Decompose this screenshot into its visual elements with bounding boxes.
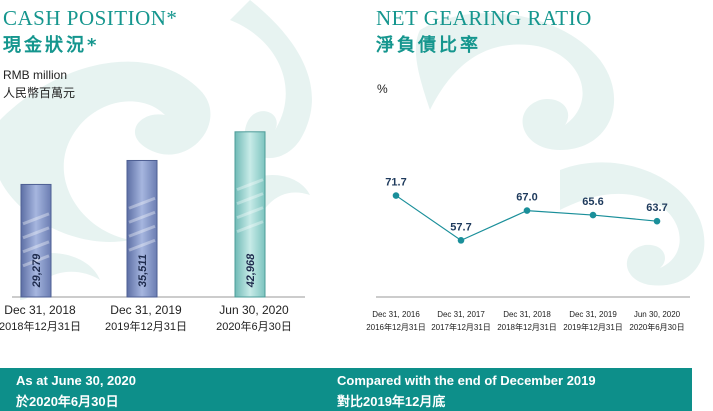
bar-data-label: 35,511 [137,253,149,288]
gearing-data-label: 71.7 [385,177,406,189]
footer-right-en: Compared with the end of December 2019 [337,373,596,388]
bar [20,183,52,298]
gearing-point [653,217,661,225]
bar [234,131,266,298]
footer-right-zh: 對比2019年12月底 [337,394,446,409]
bar-texture [236,178,264,192]
cash-position-title: CASH POSITION* [3,6,178,30]
bar-category-label: Dec 31, 2018 [4,303,76,317]
bar-category-label-zh: 2020年6月30日 [216,319,292,333]
gearing-category-label: Dec 31, 2018 [503,310,551,319]
gearing-point [589,211,597,219]
bar-data-label: 42,968 [245,253,257,288]
bar [126,159,158,298]
gearing-data-label: 67.0 [516,192,537,204]
bar-texture [22,254,50,268]
gearing-category-label: Jun 30, 2020 [634,310,681,319]
gearing-point [457,237,465,244]
bar-data-label: 29,279 [31,253,43,288]
gearing-category-label: Dec 31, 2019 [569,310,617,319]
gearing-category-label-zh: 2018年12月31日 [497,322,557,332]
footer-left-en: As at June 30, 2020 [16,373,136,388]
gearing-data-label: 65.6 [582,196,603,208]
bar-texture [128,224,156,238]
gearing-category-label-zh: 2019年12月31日 [563,322,623,332]
bar-texture [236,192,264,206]
gearing-category-label: Dec 31, 2017 [437,310,485,319]
footer-banner: As at June 30, 2020 於2020年6月30日 Compared… [0,368,692,411]
bar-texture [236,220,264,234]
bar-texture [22,226,50,240]
bar-texture [22,240,50,254]
gearing-category-label-zh: 2020年6月30日 [629,322,684,332]
bar-texture [128,238,156,252]
cash-unit-label: RMB million [3,68,68,82]
footer-left-zh: 於2020年6月30日 [16,394,119,409]
cash-unit-label-zh: 人民幣百萬元 [3,86,76,100]
bar-category-label: Dec 31, 2019 [110,303,182,317]
bar-texture [128,196,156,210]
charts-canvas: 29,279 Dec 31, 2018 2018年12月31日 35,511 Dec 3… [0,131,690,333]
gearing-unit-label: % [377,82,388,96]
bar-texture [128,210,156,224]
gearing-point [392,192,400,199]
cash-position-title-zh: 現金狀況* [3,35,100,56]
net-gearing-title: NET GEARING RATIO [376,6,592,30]
net-gearing-title-zh: 淨負債比率 [376,35,481,56]
bar-category-label-zh: 2019年12月31日 [105,319,187,333]
gearing-point [523,207,531,214]
gearing-category-label: Dec 31, 2016 [372,310,420,319]
bar-category-label-zh: 2018年12月31日 [0,319,81,333]
gearing-data-label: 57.7 [450,221,471,233]
gearing-data-label: 63.7 [646,202,667,214]
bar-category-label: Jun 30, 2020 [219,303,289,317]
gearing-category-label-zh: 2017年12月31日 [431,322,491,332]
bar-texture [22,212,50,226]
bar-texture [236,206,264,220]
gearing-category-label-zh: 2016年12月31日 [366,322,426,332]
